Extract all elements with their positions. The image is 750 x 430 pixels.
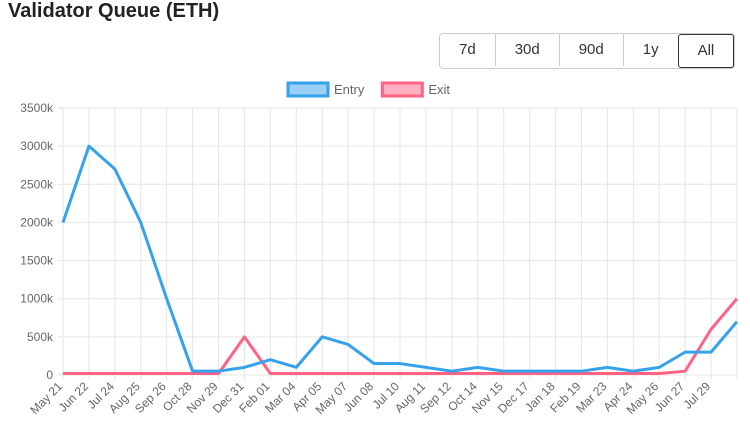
legend-swatch: [380, 81, 424, 98]
y-tick-label: 1000k: [20, 292, 54, 306]
x-tick-label: Jun 22: [56, 379, 92, 415]
chart-title: Validator Queue (ETH): [8, 0, 220, 22]
range-button[interactable]: 7d: [459, 41, 476, 58]
range-selector: 7d 30d 90d 1y All: [439, 33, 736, 69]
series-line: [63, 297, 739, 375]
x-tick-label: Jun 27: [652, 379, 688, 415]
x-tick-label: Jul 29: [681, 379, 714, 412]
y-tick-label: 3000k: [20, 139, 54, 153]
series-line: [61, 144, 739, 373]
x-tick-label: May 21: [27, 379, 65, 417]
legend: Entry Exit: [286, 81, 450, 98]
x-tick-label: Jun 08: [341, 379, 377, 415]
legend-swatch: [286, 81, 330, 98]
y-tick-label: 3500k: [20, 101, 54, 115]
range-button[interactable]: 1y: [622, 34, 678, 66]
y-tick-label: 1500k: [20, 254, 54, 268]
y-tick-label: 0: [46, 368, 53, 382]
range-button[interactable]: All: [677, 34, 735, 68]
range-button[interactable]: 30d: [494, 34, 559, 66]
legend-label: Exit: [428, 82, 450, 97]
range-button[interactable]: 90d: [558, 34, 623, 66]
y-tick-label: 2000k: [20, 215, 54, 229]
y-tick-label: 500k: [27, 330, 54, 344]
legend-label: Entry: [334, 82, 365, 97]
y-tick-label: 2500k: [20, 177, 54, 191]
